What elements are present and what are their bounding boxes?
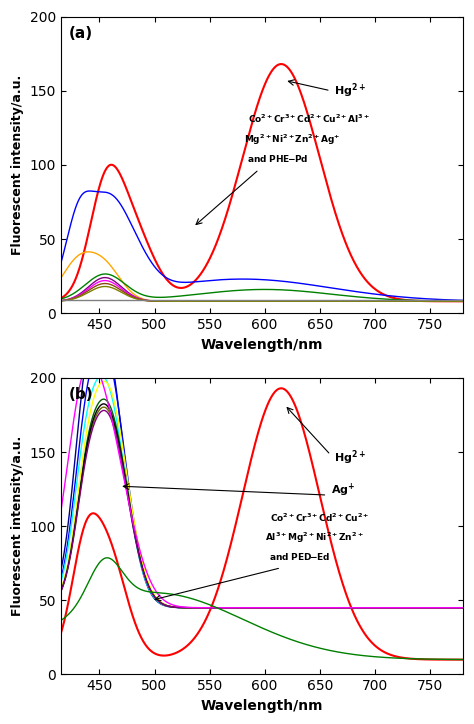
X-axis label: Wavelength/nm: Wavelength/nm (201, 699, 323, 713)
Y-axis label: Fluorescent intensity/a.u.: Fluorescent intensity/a.u. (11, 75, 24, 255)
Y-axis label: Fluorescent intensity/a.u.: Fluorescent intensity/a.u. (11, 436, 24, 616)
Text: $\mathbf{and\ PED\!\!-\!\!Ed}$: $\mathbf{and\ PED\!\!-\!\!Ed}$ (269, 551, 330, 563)
Text: $\mathbf{Hg^{2+}}$: $\mathbf{Hg^{2+}}$ (334, 449, 366, 467)
Text: $\mathbf{Ag^{+}}$: $\mathbf{Ag^{+}}$ (331, 482, 355, 500)
Text: $\mathbf{Al^{3+}Mg^{2+}Ni^{2+}Zn^{2+}}$: $\mathbf{Al^{3+}Mg^{2+}Ni^{2+}Zn^{2+}}$ (265, 531, 364, 545)
Text: $\mathbf{Mg^{2+}Ni^{2+}Zn^{2+}Ag^{+}}$: $\mathbf{Mg^{2+}Ni^{2+}Zn^{2+}Ag^{+}}$ (244, 132, 340, 147)
Text: $\mathbf{and\ PHE\!\!-\!\!Pd}$: $\mathbf{and\ PHE\!\!-\!\!Pd}$ (247, 153, 309, 164)
Text: (a): (a) (69, 25, 93, 41)
Text: $\mathbf{Co^{2+}Cr^{3+}Cd^{2+}Cu^{2+}}$: $\mathbf{Co^{2+}Cr^{3+}Cd^{2+}Cu^{2+}}$ (270, 511, 370, 523)
Text: (b): (b) (69, 387, 93, 402)
Text: $\mathbf{Hg^{2+}}$: $\mathbf{Hg^{2+}}$ (334, 82, 366, 100)
Text: $\mathbf{Co^{2+}Cr^{3+}Cd^{2+}Cu^{2+}Al^{3+}}$: $\mathbf{Co^{2+}Cr^{3+}Cd^{2+}Cu^{2+}Al^… (247, 113, 370, 125)
X-axis label: Wavelength/nm: Wavelength/nm (201, 337, 323, 352)
